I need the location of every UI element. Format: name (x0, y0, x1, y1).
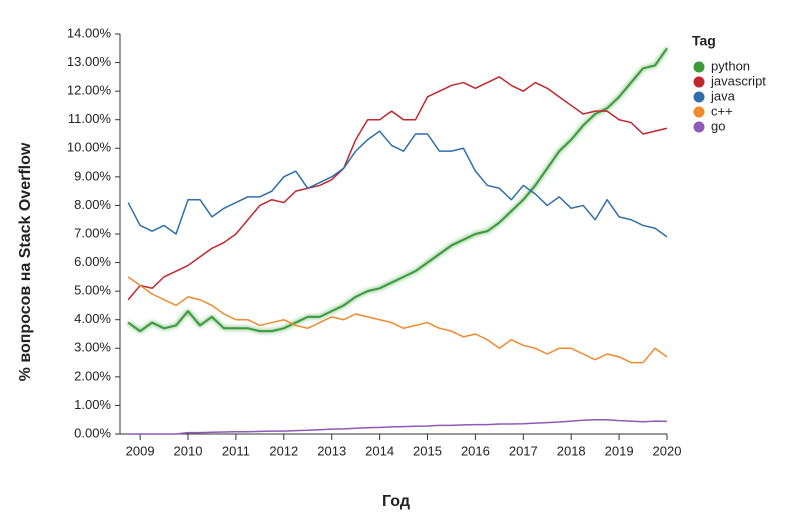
y-tick-label: 4.00% (74, 311, 111, 326)
y-tick-label: 7.00% (74, 225, 111, 240)
series-line (127, 276, 668, 364)
series-line (127, 47, 668, 333)
x-axis-title: Год (382, 493, 410, 510)
x-tick-label: 2012 (269, 443, 298, 458)
x-tick-label: 2009 (126, 443, 155, 458)
y-tick-label: 11.00% (68, 111, 112, 126)
legend-swatch (693, 61, 705, 73)
y-tick-label: 6.00% (74, 254, 111, 269)
legend-swatch (693, 121, 705, 133)
legend-label: python (711, 58, 750, 73)
x-tick-label: 2017 (509, 443, 538, 458)
x-tick-label: 2011 (222, 443, 250, 458)
y-tick-label: 5.00% (74, 283, 111, 298)
y-tick-label: 0.00% (74, 425, 111, 440)
y-tick-label: 8.00% (74, 197, 111, 212)
x-tick-label: 2010 (174, 443, 203, 458)
legend-swatch (693, 106, 705, 118)
y-tick-label: 9.00% (74, 168, 111, 183)
series-line (127, 76, 668, 301)
y-tick-label: 2.00% (74, 368, 111, 383)
legend-label: java (710, 88, 736, 103)
y-tick-label: 13.00% (67, 54, 112, 69)
x-tick-label: 2020 (653, 443, 682, 458)
x-tick-label: 2014 (365, 443, 394, 458)
legend-title: Tag (692, 33, 716, 49)
legend-label: go (711, 118, 725, 133)
x-tick-label: 2019 (605, 443, 634, 458)
x-tick-label: 2018 (557, 443, 586, 458)
series-line (128, 418, 668, 435)
x-tick-label: 2016 (461, 443, 490, 458)
y-tick-label: 10.00% (67, 140, 112, 155)
y-tick-label: 3.00% (74, 340, 111, 355)
x-tick-label: 2013 (317, 443, 346, 458)
legend-label: c++ (711, 103, 733, 118)
legend-label: javascript (710, 73, 766, 88)
legend-swatch (693, 91, 705, 103)
x-tick-label: 2015 (413, 443, 442, 458)
y-tick-label: 14.00% (67, 25, 112, 40)
series-line (127, 130, 668, 238)
y-axis-title: % вопросов на Stack Overflow (17, 142, 34, 381)
legend-swatch (693, 76, 705, 88)
y-tick-label: 1.00% (74, 397, 111, 412)
y-tick-label: 12.00% (67, 83, 112, 98)
